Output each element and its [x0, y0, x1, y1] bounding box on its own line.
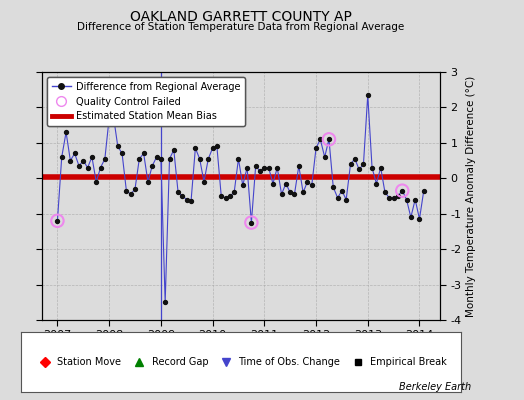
Point [337, 188, 346, 194]
Point [200, 179, 208, 185]
Point [321, 154, 329, 160]
Point [178, 193, 187, 199]
Point [355, 166, 363, 173]
Point [299, 189, 307, 196]
Point [290, 191, 299, 198]
Point [226, 193, 234, 199]
Point [265, 164, 273, 171]
Point [416, 216, 424, 222]
Point [139, 150, 148, 157]
Point [238, 182, 247, 188]
Point [402, 196, 411, 203]
Point [114, 143, 122, 150]
Point [122, 188, 130, 194]
Point [96, 164, 105, 171]
Point [273, 164, 281, 171]
Point [209, 145, 217, 151]
Point [376, 164, 385, 171]
Point [316, 136, 324, 142]
Point [282, 180, 290, 187]
Point [256, 168, 264, 174]
Point [252, 163, 260, 169]
Point [79, 157, 88, 164]
Point [286, 189, 294, 196]
Point [195, 156, 204, 162]
Point [368, 164, 376, 171]
Point [277, 191, 286, 198]
Point [70, 150, 79, 157]
Point [372, 180, 380, 187]
Point [359, 161, 368, 167]
Point [165, 156, 173, 162]
Point [333, 194, 342, 201]
Point [126, 191, 135, 198]
Point [144, 179, 152, 185]
Point [191, 145, 200, 151]
Point [161, 299, 169, 306]
Point [346, 161, 355, 167]
Point [407, 214, 415, 220]
Point [247, 219, 256, 226]
Point [75, 163, 83, 169]
Point [66, 157, 74, 164]
Point [118, 150, 126, 157]
Point [53, 218, 62, 224]
Point [411, 196, 419, 203]
Point [221, 194, 230, 201]
Text: OAKLAND GARRETT COUNTY AP: OAKLAND GARRETT COUNTY AP [130, 10, 352, 24]
Point [243, 164, 252, 171]
Point [269, 180, 277, 187]
Point [420, 188, 428, 194]
Point [389, 194, 398, 201]
Point [58, 154, 66, 160]
Point [105, 115, 113, 121]
Legend: Difference from Regional Average, Quality Control Failed, Estimated Station Mean: Difference from Regional Average, Qualit… [47, 77, 245, 126]
Y-axis label: Monthly Temperature Anomaly Difference (°C): Monthly Temperature Anomaly Difference (… [466, 75, 476, 317]
Point [53, 218, 62, 224]
Point [329, 184, 337, 190]
Point [213, 143, 221, 150]
Point [62, 129, 70, 136]
Point [308, 182, 316, 188]
Point [325, 136, 333, 142]
Point [152, 154, 161, 160]
Point [92, 179, 101, 185]
Point [385, 194, 394, 201]
Point [135, 156, 144, 162]
Point [110, 113, 118, 120]
Text: Difference of Station Temperature Data from Regional Average: Difference of Station Temperature Data f… [78, 22, 405, 32]
Point [148, 163, 157, 169]
Point [394, 193, 402, 199]
Text: Berkeley Earth: Berkeley Earth [399, 382, 472, 392]
Point [247, 219, 256, 226]
Point [157, 156, 165, 162]
Point [182, 196, 191, 203]
Point [364, 92, 372, 98]
Point [381, 189, 389, 196]
Point [174, 189, 182, 196]
Point [312, 145, 320, 151]
Point [398, 188, 407, 194]
Point [325, 136, 333, 142]
Point [101, 156, 109, 162]
Point [303, 179, 312, 185]
Point [105, 115, 113, 121]
Point [83, 164, 92, 171]
Point [131, 186, 139, 192]
Point [351, 156, 359, 162]
Legend: Station Move, Record Gap, Time of Obs. Change, Empirical Break: Station Move, Record Gap, Time of Obs. C… [32, 354, 450, 370]
Point [170, 147, 178, 153]
Point [187, 198, 195, 204]
Point [398, 188, 407, 194]
Point [217, 193, 225, 199]
Point [204, 156, 213, 162]
Point [88, 154, 96, 160]
Point [294, 163, 303, 169]
Point [234, 156, 243, 162]
Point [230, 189, 238, 196]
Point [342, 196, 351, 203]
Point [260, 164, 268, 171]
